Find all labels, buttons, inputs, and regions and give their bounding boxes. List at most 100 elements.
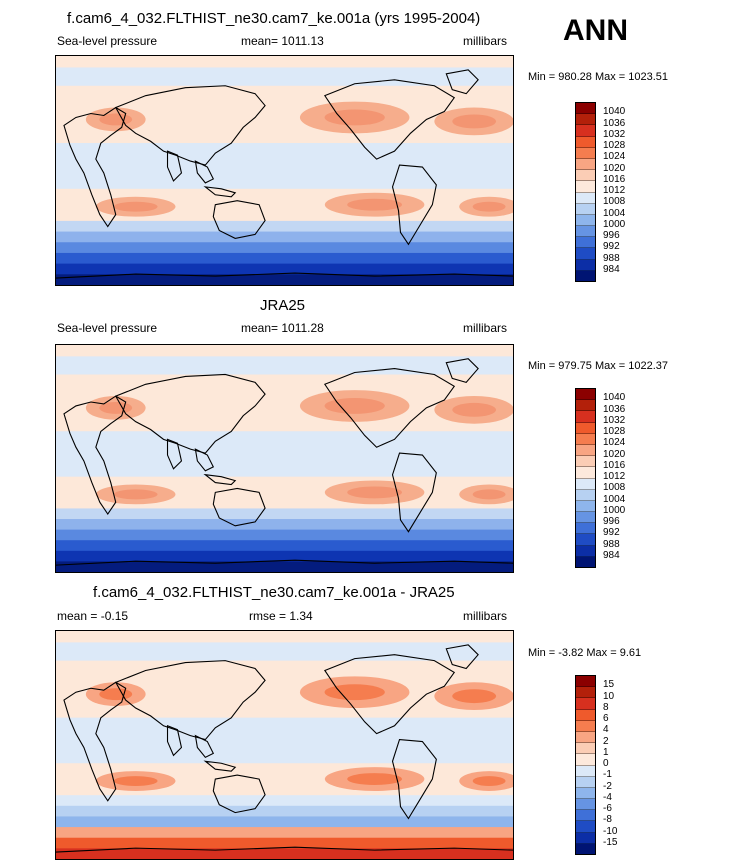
colorbar-swatch: [576, 687, 595, 699]
colorbar-tick-label: -10: [603, 825, 618, 837]
colorbar-tick-label: 1008: [603, 196, 626, 208]
map-pressure-cell: [452, 402, 497, 417]
colorbar-tick-label: 1: [603, 746, 609, 758]
colorbar-swatch: [576, 832, 595, 844]
coastline: [391, 452, 437, 533]
colorbar-swatch: [576, 422, 595, 434]
coastline: [391, 164, 437, 246]
colorbar-swatch: [576, 114, 595, 126]
colorbar-tick-label: 1028: [603, 426, 626, 437]
colorbar-swatch: [576, 754, 595, 766]
colorbar-tick-label: 0: [603, 758, 609, 769]
panel2-right-label: millibars: [463, 321, 508, 335]
colorbar-swatch: [576, 489, 595, 501]
colorbar-swatch: [576, 731, 595, 744]
coastline: [63, 681, 127, 802]
map-band: [56, 274, 513, 285]
colorbar-swatch: [576, 467, 595, 479]
panel1-left-label: Sea-level pressure: [57, 34, 158, 48]
colorbar-swatch: [576, 433, 595, 445]
panel1-map-plot: [56, 56, 513, 285]
map-band: [56, 263, 513, 276]
coastline: [63, 106, 127, 228]
colorbar-swatch: [576, 843, 595, 854]
colorbar-tick-label: 984: [603, 263, 620, 275]
panel2-map: [55, 344, 514, 573]
colorbar-tick-label: 1016: [603, 173, 626, 185]
map-pressure-cell: [452, 114, 497, 129]
colorbar-swatch: [576, 400, 595, 412]
colorbar-swatch: [576, 534, 595, 546]
map-band: [56, 356, 513, 375]
colorbar-swatch: [576, 709, 595, 721]
colorbar-tick-label: -6: [603, 803, 612, 814]
panel2-colorbar: [575, 388, 596, 568]
colorbar-tick-label: 988: [603, 252, 620, 264]
colorbar-swatch: [576, 720, 595, 732]
colorbar-tick-label: 1012: [603, 471, 626, 482]
coastline: [114, 85, 266, 166]
map-band: [56, 508, 513, 521]
season-label: ANN: [563, 14, 628, 47]
coastline: [323, 79, 456, 160]
coastline: [445, 644, 479, 670]
map-band: [56, 550, 513, 563]
colorbar-swatch: [576, 248, 595, 260]
coastline: [323, 368, 456, 448]
colorbar-tick-label: 1040: [603, 392, 626, 404]
panel1-title: f.cam6_4_032.FLTHIST_ne30.cam7_ke.001a (…: [67, 10, 481, 27]
colorbar-tick-label: 1012: [603, 185, 626, 196]
panel1-minmax: Min = 980.28 Max = 1023.51: [528, 71, 669, 83]
colorbar-tick-label: 992: [603, 527, 620, 539]
colorbar-swatch: [576, 270, 595, 281]
colorbar-tick-label: 6: [603, 713, 609, 724]
map-pressure-cell: [347, 486, 402, 499]
colorbar-swatch: [576, 556, 595, 567]
colorbar-swatch: [576, 181, 595, 193]
colorbar-tick-label: 988: [603, 538, 620, 550]
colorbar-tick-label: 1032: [603, 128, 626, 140]
colorbar-tick-label: -15: [603, 836, 618, 848]
coastline: [56, 559, 513, 566]
colorbar-swatch: [576, 136, 595, 148]
colorbar-swatch: [576, 259, 595, 271]
map-band: [56, 827, 513, 839]
colorbar-tick-label: 1004: [603, 493, 626, 505]
panel3-title: f.cam6_4_032.FLTHIST_ne30.cam7_ke.001a -…: [93, 584, 455, 601]
map-band: [56, 231, 513, 244]
coastline: [56, 272, 513, 279]
panel1-center-label: mean= 1011.13: [241, 34, 324, 48]
colorbar-tick-label: 1024: [603, 151, 626, 163]
map-band: [56, 717, 513, 764]
map-pressure-cell: [347, 773, 402, 785]
map-band: [56, 540, 513, 552]
map-pressure-cell: [452, 689, 497, 704]
coastline: [194, 160, 215, 184]
colorbar-swatch: [576, 226, 595, 238]
colorbar-tick-label: -8: [603, 814, 612, 826]
colorbar-tick-label: 992: [603, 241, 620, 253]
coastline: [203, 760, 237, 772]
coastline: [194, 448, 215, 472]
colorbar-tick-label: 15: [603, 679, 615, 691]
colorbar-swatch: [576, 444, 595, 457]
colorbar-swatch: [576, 799, 595, 811]
map-pressure-cell: [472, 489, 506, 500]
map-band: [56, 795, 513, 807]
colorbar-swatch: [576, 214, 595, 227]
colorbar-swatch: [576, 810, 595, 822]
colorbar-tick-label: -2: [603, 780, 612, 792]
colorbar-swatch: [576, 765, 595, 777]
map-pressure-cell: [113, 489, 158, 500]
colorbar-swatch: [576, 203, 595, 215]
colorbar-swatch: [576, 192, 595, 204]
colorbar-swatch: [576, 512, 595, 524]
colorbar-swatch: [576, 787, 595, 800]
colorbar-tick-label: 1036: [603, 117, 626, 129]
coastline: [114, 660, 266, 741]
coastlines: [56, 644, 513, 853]
map-band: [56, 816, 513, 829]
panel3-colorbar: [575, 675, 596, 855]
map-band: [56, 431, 513, 477]
colorbar-tick-label: 1024: [603, 437, 626, 449]
